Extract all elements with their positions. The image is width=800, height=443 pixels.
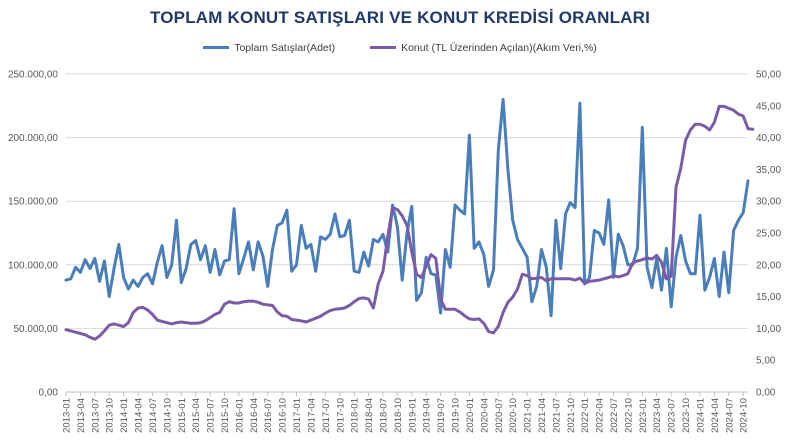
x-tick-label: 2018-01	[350, 398, 361, 433]
x-tick-label: 2020-04	[479, 398, 490, 433]
y-left-tick-label: 100.000,00	[8, 260, 58, 271]
x-tick-label: 2014-01	[119, 398, 130, 433]
y-right-tick-label: 40,00	[756, 133, 781, 144]
x-tick-label: 2021-04	[537, 398, 548, 433]
x-tick-label: 2018-07	[378, 398, 389, 433]
y-right-tick-label: 35,00	[756, 165, 781, 176]
x-tick-label: 2024-01	[695, 398, 706, 433]
x-tick-label: 2021-10	[566, 398, 577, 433]
y-left-tick-label: 150.000,00	[8, 197, 58, 208]
x-tick-label: 2015-10	[220, 398, 231, 433]
x-tick-label: 2020-10	[508, 398, 519, 433]
x-tick-label: 2021-07	[551, 398, 562, 433]
x-tick-label: 2013-04	[76, 398, 87, 433]
x-tick-label: 2016-10	[278, 398, 289, 433]
x-tick-label: 2014-10	[162, 398, 173, 433]
series-line-rate	[64, 104, 755, 341]
x-tick-label: 2022-10	[623, 398, 634, 433]
x-tick-label: 2019-07	[436, 398, 447, 433]
legend-swatch-sales	[203, 46, 230, 49]
x-tick-label: 2017-01	[292, 398, 303, 433]
series-line-sales	[64, 97, 750, 318]
x-tick-label: 2023-04	[652, 398, 663, 433]
y-right-tick-label: 20,00	[756, 260, 781, 271]
x-tick-label: 2022-07	[609, 398, 620, 433]
y-right-tick-label: 25,00	[756, 229, 781, 240]
x-tick-label: 2017-04	[306, 398, 317, 433]
x-tick-label: 2017-10	[335, 398, 346, 433]
x-tick-label: 2014-04	[134, 398, 145, 433]
x-tick-label: 2016-04	[249, 398, 260, 433]
x-tick-label: 2013-10	[105, 398, 116, 433]
x-tick-label: 2021-01	[523, 398, 534, 433]
y-right-tick-label: 30,00	[756, 197, 781, 208]
x-tick-label: 2019-04	[422, 398, 433, 433]
y-left-tick-label: 0,00	[39, 388, 59, 399]
x-tick-label: 2024-07	[724, 398, 735, 433]
x-tick-label: 2015-04	[191, 398, 202, 433]
x-tick-label: 2024-10	[739, 398, 750, 433]
y-left-tick-label: 50.000,00	[14, 324, 59, 335]
legend-label-rate: Konut (TL Üzerinden Açılan)(Akım Veri,%)	[401, 41, 597, 54]
y-left-tick-label: 200.000,00	[8, 133, 58, 144]
y-right-tick-label: 15,00	[756, 292, 781, 303]
legend-item-rate: Konut (TL Üzerinden Açılan)(Akım Veri,%)	[370, 42, 597, 54]
x-tick-label: 2020-07	[494, 398, 505, 433]
x-tick-label: 2016-07	[263, 398, 274, 433]
y-right-tick-label: 5,00	[756, 356, 776, 367]
y-left-tick-label: 250.000,00	[8, 70, 58, 81]
legend-label-sales: Toplam Satışlar(Adet)	[234, 41, 336, 54]
x-tick-label: 2016-01	[234, 398, 245, 433]
x-tick-label: 2023-01	[638, 398, 649, 433]
x-tick-label: 2014-07	[148, 398, 159, 433]
x-tick-label: 2013-07	[90, 398, 101, 433]
x-tick-label: 2018-10	[393, 398, 404, 433]
x-tick-label: 2019-10	[451, 398, 462, 433]
legend-swatch-rate	[370, 46, 397, 49]
x-tick-label: 2022-04	[595, 398, 606, 433]
x-tick-label: 2017-07	[321, 398, 332, 433]
x-tick-label: 2024-04	[710, 398, 721, 433]
x-tick-label: 2022-01	[580, 398, 591, 433]
chart-title: TOPLAM KONUT SATIŞLARI VE KONUT KREDİSİ …	[149, 8, 651, 27]
legend-item-sales: Toplam Satışlar(Adet)	[203, 42, 335, 54]
y-right-tick-label: 10,00	[756, 324, 781, 335]
y-right-tick-label: 45,00	[756, 101, 781, 112]
y-right-tick-label: 0,00	[756, 388, 776, 399]
y-right-tick-label: 50,00	[756, 70, 781, 81]
x-tick-label: 2019-01	[407, 398, 418, 433]
x-tick-label: 2018-04	[364, 398, 375, 433]
x-tick-label: 2015-07	[206, 398, 217, 433]
legend: Toplam Satışlar(Adet) Konut (TL Üzerinde…	[0, 40, 800, 54]
x-tick-label: 2020-01	[465, 398, 476, 433]
x-tick-label: 2015-01	[177, 398, 188, 433]
x-tick-label: 2023-07	[667, 398, 678, 433]
x-tick-label: 2013-01	[62, 398, 73, 433]
x-tick-label: 2023-10	[681, 398, 692, 433]
